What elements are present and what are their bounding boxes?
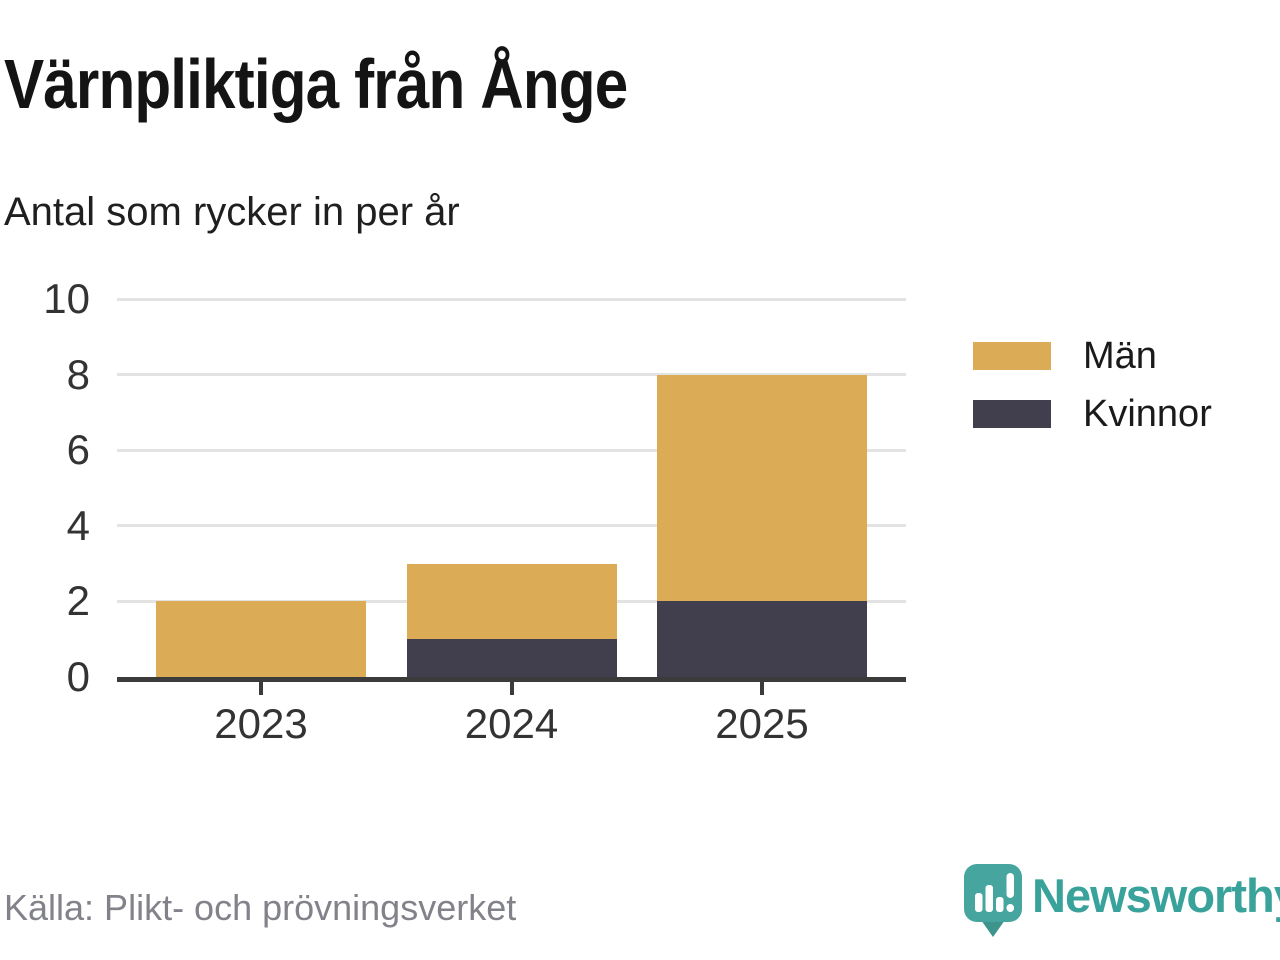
gridline-y6 (117, 448, 906, 452)
legend-label-kvinnor: Kvinnor (1083, 393, 1212, 435)
bar-2023-män (156, 601, 366, 677)
x-axis-tick-label: 2023 (214, 700, 308, 747)
bar-2024-män (406, 563, 617, 640)
y-axis-tick-label: 2 (66, 577, 90, 625)
gridline-y8 (117, 373, 906, 377)
x-axis-tick (509, 682, 514, 695)
gridline-y4 (117, 524, 906, 528)
chart-title: Värnpliktiga från Ånge (4, 45, 628, 123)
x-axis-tick (259, 682, 263, 695)
bar-2024-kvinnor (406, 639, 617, 677)
x-axis-tick (760, 682, 764, 695)
x-axis-tick-label: 2024 (464, 700, 559, 747)
bar-2025-män (657, 374, 867, 602)
legend-label-män: Män (1083, 335, 1157, 377)
y-axis-tick-label: 8 (66, 350, 90, 398)
y-axis-tick-label: 10 (43, 275, 90, 322)
y-axis-tick-label: 6 (66, 426, 90, 474)
newsworthy-chart-bubble-icon (964, 864, 1022, 937)
legend-swatch-kvinnor (973, 400, 1051, 428)
source-note: Källa: Plikt- och prövningsverket (4, 887, 517, 928)
x-axis-tick-label: 2025 (715, 700, 809, 747)
y-axis-tick-label: 0 (66, 653, 90, 700)
y-axis-tick-label: 4 (66, 501, 90, 549)
bar-2025-kvinnor (657, 601, 867, 677)
brand-wordmark: Newsworthy (1032, 869, 1280, 922)
x-axis-line (117, 677, 906, 682)
chart-subtitle: Antal som rycker in per år (4, 190, 460, 234)
legend-swatch-män (973, 342, 1051, 370)
gridline-y10 (117, 297, 906, 301)
